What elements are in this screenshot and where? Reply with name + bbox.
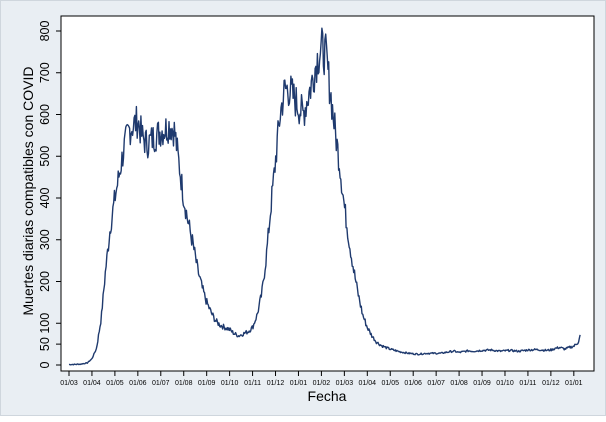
x-tick-label: 01/07 <box>152 380 170 387</box>
x-tick-label: 01/04 <box>83 380 101 387</box>
x-tick-label: 01/03 <box>60 380 78 387</box>
y-tick-label: 0 <box>38 361 52 368</box>
x-tick-label: 01/12 <box>267 380 285 387</box>
x-tick-label: 01/09 <box>198 380 216 387</box>
y-tick-label: 500 <box>38 146 52 167</box>
x-tick-label: 01/03 <box>336 380 354 387</box>
y-tick-label: 400 <box>38 188 52 209</box>
y-tick-label: 600 <box>38 104 52 125</box>
y-tick-label: 50 <box>38 337 52 351</box>
x-tick-label: 01/11 <box>244 380 261 387</box>
series-group <box>68 27 581 366</box>
x-tick-label: 01/07 <box>427 380 445 387</box>
x-tick-label: 01/08 <box>450 380 468 387</box>
y-axis-title: Muertes diarias compatibles con COVID <box>20 67 36 316</box>
y-tick-label: 300 <box>38 229 52 250</box>
x-tick-label: 01/09 <box>473 380 491 387</box>
x-tick-label: 01/05 <box>106 380 124 387</box>
y-tick-label: 200 <box>38 271 52 292</box>
x-tick-label: 01/10 <box>496 380 514 387</box>
y-tick-label: 700 <box>38 62 52 83</box>
x-tick-label: 01/06 <box>129 380 147 387</box>
x-axis: 01/03 01/04 01/05 01/06 01/07 01/08 01/09 01/10… <box>60 371 583 387</box>
y-axis: 0 50 100 200 300 400 500 600 700 800 <box>38 21 61 368</box>
x-tick-label: 01/10 <box>221 380 239 387</box>
plot-area <box>60 15 595 372</box>
x-tick-label: 01/06 <box>404 380 422 387</box>
x-tick-label: 01/01 <box>565 380 583 387</box>
x-tick-label: 01/04 <box>359 380 377 387</box>
x-axis-title: Fecha <box>308 388 347 404</box>
x-tick-label: 01/01 <box>290 380 308 387</box>
y-tick-label: 800 <box>38 21 52 42</box>
series-line <box>68 27 581 366</box>
x-tick-label: 01/12 <box>542 380 560 387</box>
x-tick-label: 01/08 <box>175 380 193 387</box>
x-tick-label: 01/05 <box>381 380 399 387</box>
x-tick-label: 01/11 <box>519 380 536 387</box>
x-tick-label: 01/02 <box>313 380 331 387</box>
y-tick-label: 100 <box>38 313 52 334</box>
